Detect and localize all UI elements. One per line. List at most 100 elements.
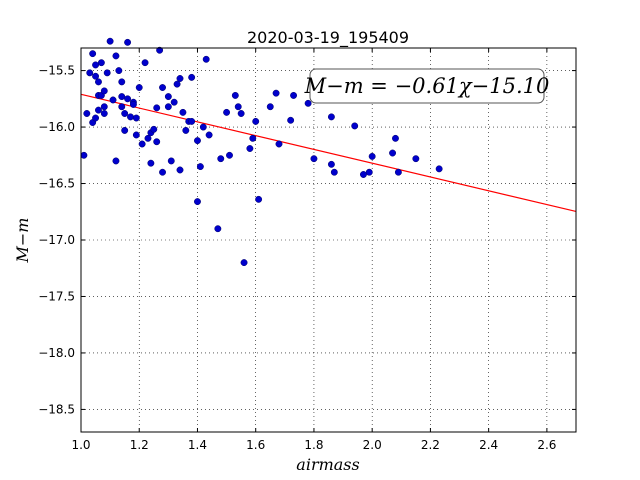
data-point <box>237 110 245 117</box>
data-point <box>368 152 376 160</box>
data-point <box>272 89 280 97</box>
data-point <box>310 155 318 163</box>
data-point <box>327 160 335 168</box>
data-point <box>182 126 190 134</box>
data-point <box>365 168 373 176</box>
data-points <box>80 37 443 267</box>
data-point <box>170 98 178 106</box>
data-point <box>199 123 207 131</box>
data-point <box>173 80 181 88</box>
data-point <box>327 113 335 121</box>
data-point <box>179 108 187 116</box>
data-point <box>141 59 149 67</box>
data-point <box>109 96 117 104</box>
data-point <box>351 122 359 130</box>
data-point <box>92 72 100 80</box>
data-point <box>159 168 166 176</box>
data-point <box>153 104 161 112</box>
data-point <box>176 166 184 174</box>
data-point <box>112 157 120 165</box>
data-point <box>86 69 94 77</box>
x-axis-label: airmass <box>296 455 359 474</box>
data-point <box>92 114 100 122</box>
x-tick-label: 1.6 <box>246 438 265 452</box>
y-tick-label: −16.0 <box>38 120 75 134</box>
data-point <box>127 113 134 121</box>
data-point <box>106 37 114 45</box>
data-point <box>121 110 129 117</box>
data-point <box>249 134 257 142</box>
data-point <box>167 157 175 165</box>
x-tick-label: 1.0 <box>71 438 90 452</box>
data-point <box>266 103 274 111</box>
data-point <box>359 171 367 178</box>
data-point <box>144 134 152 142</box>
data-point <box>202 55 210 63</box>
data-point <box>188 117 196 125</box>
data-point <box>205 131 213 139</box>
data-point <box>392 134 399 142</box>
data-point <box>290 91 298 99</box>
x-tick-label: 1.8 <box>304 438 323 452</box>
y-axis-label: M−m <box>13 218 32 264</box>
fit-line-group <box>80 93 577 213</box>
data-point <box>153 138 161 146</box>
data-point <box>255 195 263 203</box>
data-point <box>135 84 143 91</box>
data-point <box>89 50 97 58</box>
fit-equation: M−m = −0.61χ−15.10 <box>304 74 550 98</box>
chart-title: 2020-03-19_195409 <box>247 28 409 48</box>
data-point <box>164 103 172 111</box>
data-point <box>83 110 91 117</box>
y-tick-label: −18.5 <box>38 402 75 416</box>
axis-ticks: 1.0 1.2 1.4 1.6 1.8 2.0 2.2 2.4 2.6 −15.5 −16.0 −16… <box>38 48 576 452</box>
y-tick-label: −17.5 <box>38 289 75 303</box>
data-point <box>389 149 397 157</box>
x-tick-label: 2.4 <box>479 438 498 452</box>
y-tick-label: −15.5 <box>38 64 75 78</box>
data-point <box>231 91 239 99</box>
data-point <box>80 151 88 159</box>
data-point <box>275 140 283 148</box>
data-point <box>194 137 201 145</box>
data-point <box>159 84 166 91</box>
data-point <box>100 87 108 95</box>
data-point <box>435 165 443 173</box>
grid-lines <box>80 48 576 432</box>
data-point <box>129 101 137 108</box>
data-point <box>124 95 132 103</box>
data-point <box>188 73 196 81</box>
data-point <box>118 78 126 86</box>
data-point <box>223 108 231 116</box>
x-tick-label: 2.6 <box>537 438 556 452</box>
data-point <box>240 259 248 267</box>
annotation-frame <box>309 68 545 104</box>
data-point <box>194 198 201 206</box>
data-point <box>118 93 126 101</box>
data-point <box>412 155 420 163</box>
data-point <box>226 151 233 159</box>
x-tick-label: 2.0 <box>363 438 382 452</box>
x-tick-label: 1.4 <box>188 438 207 452</box>
data-point <box>147 159 155 167</box>
data-point <box>214 225 222 233</box>
x-tick-label: 1.2 <box>130 438 149 452</box>
y-tick-label: −18.0 <box>38 346 75 360</box>
y-tick-label: −16.5 <box>38 177 75 191</box>
data-point <box>103 69 111 77</box>
data-point <box>115 67 123 75</box>
data-point <box>132 131 140 139</box>
data-point <box>100 103 108 111</box>
data-point <box>252 117 260 125</box>
data-point <box>118 103 126 111</box>
data-point <box>95 78 102 86</box>
data-point <box>97 59 105 67</box>
data-point <box>100 110 108 117</box>
data-point <box>217 155 225 163</box>
data-point <box>234 103 242 111</box>
data-point <box>124 38 132 46</box>
data-point <box>132 114 140 122</box>
data-point <box>246 145 254 152</box>
